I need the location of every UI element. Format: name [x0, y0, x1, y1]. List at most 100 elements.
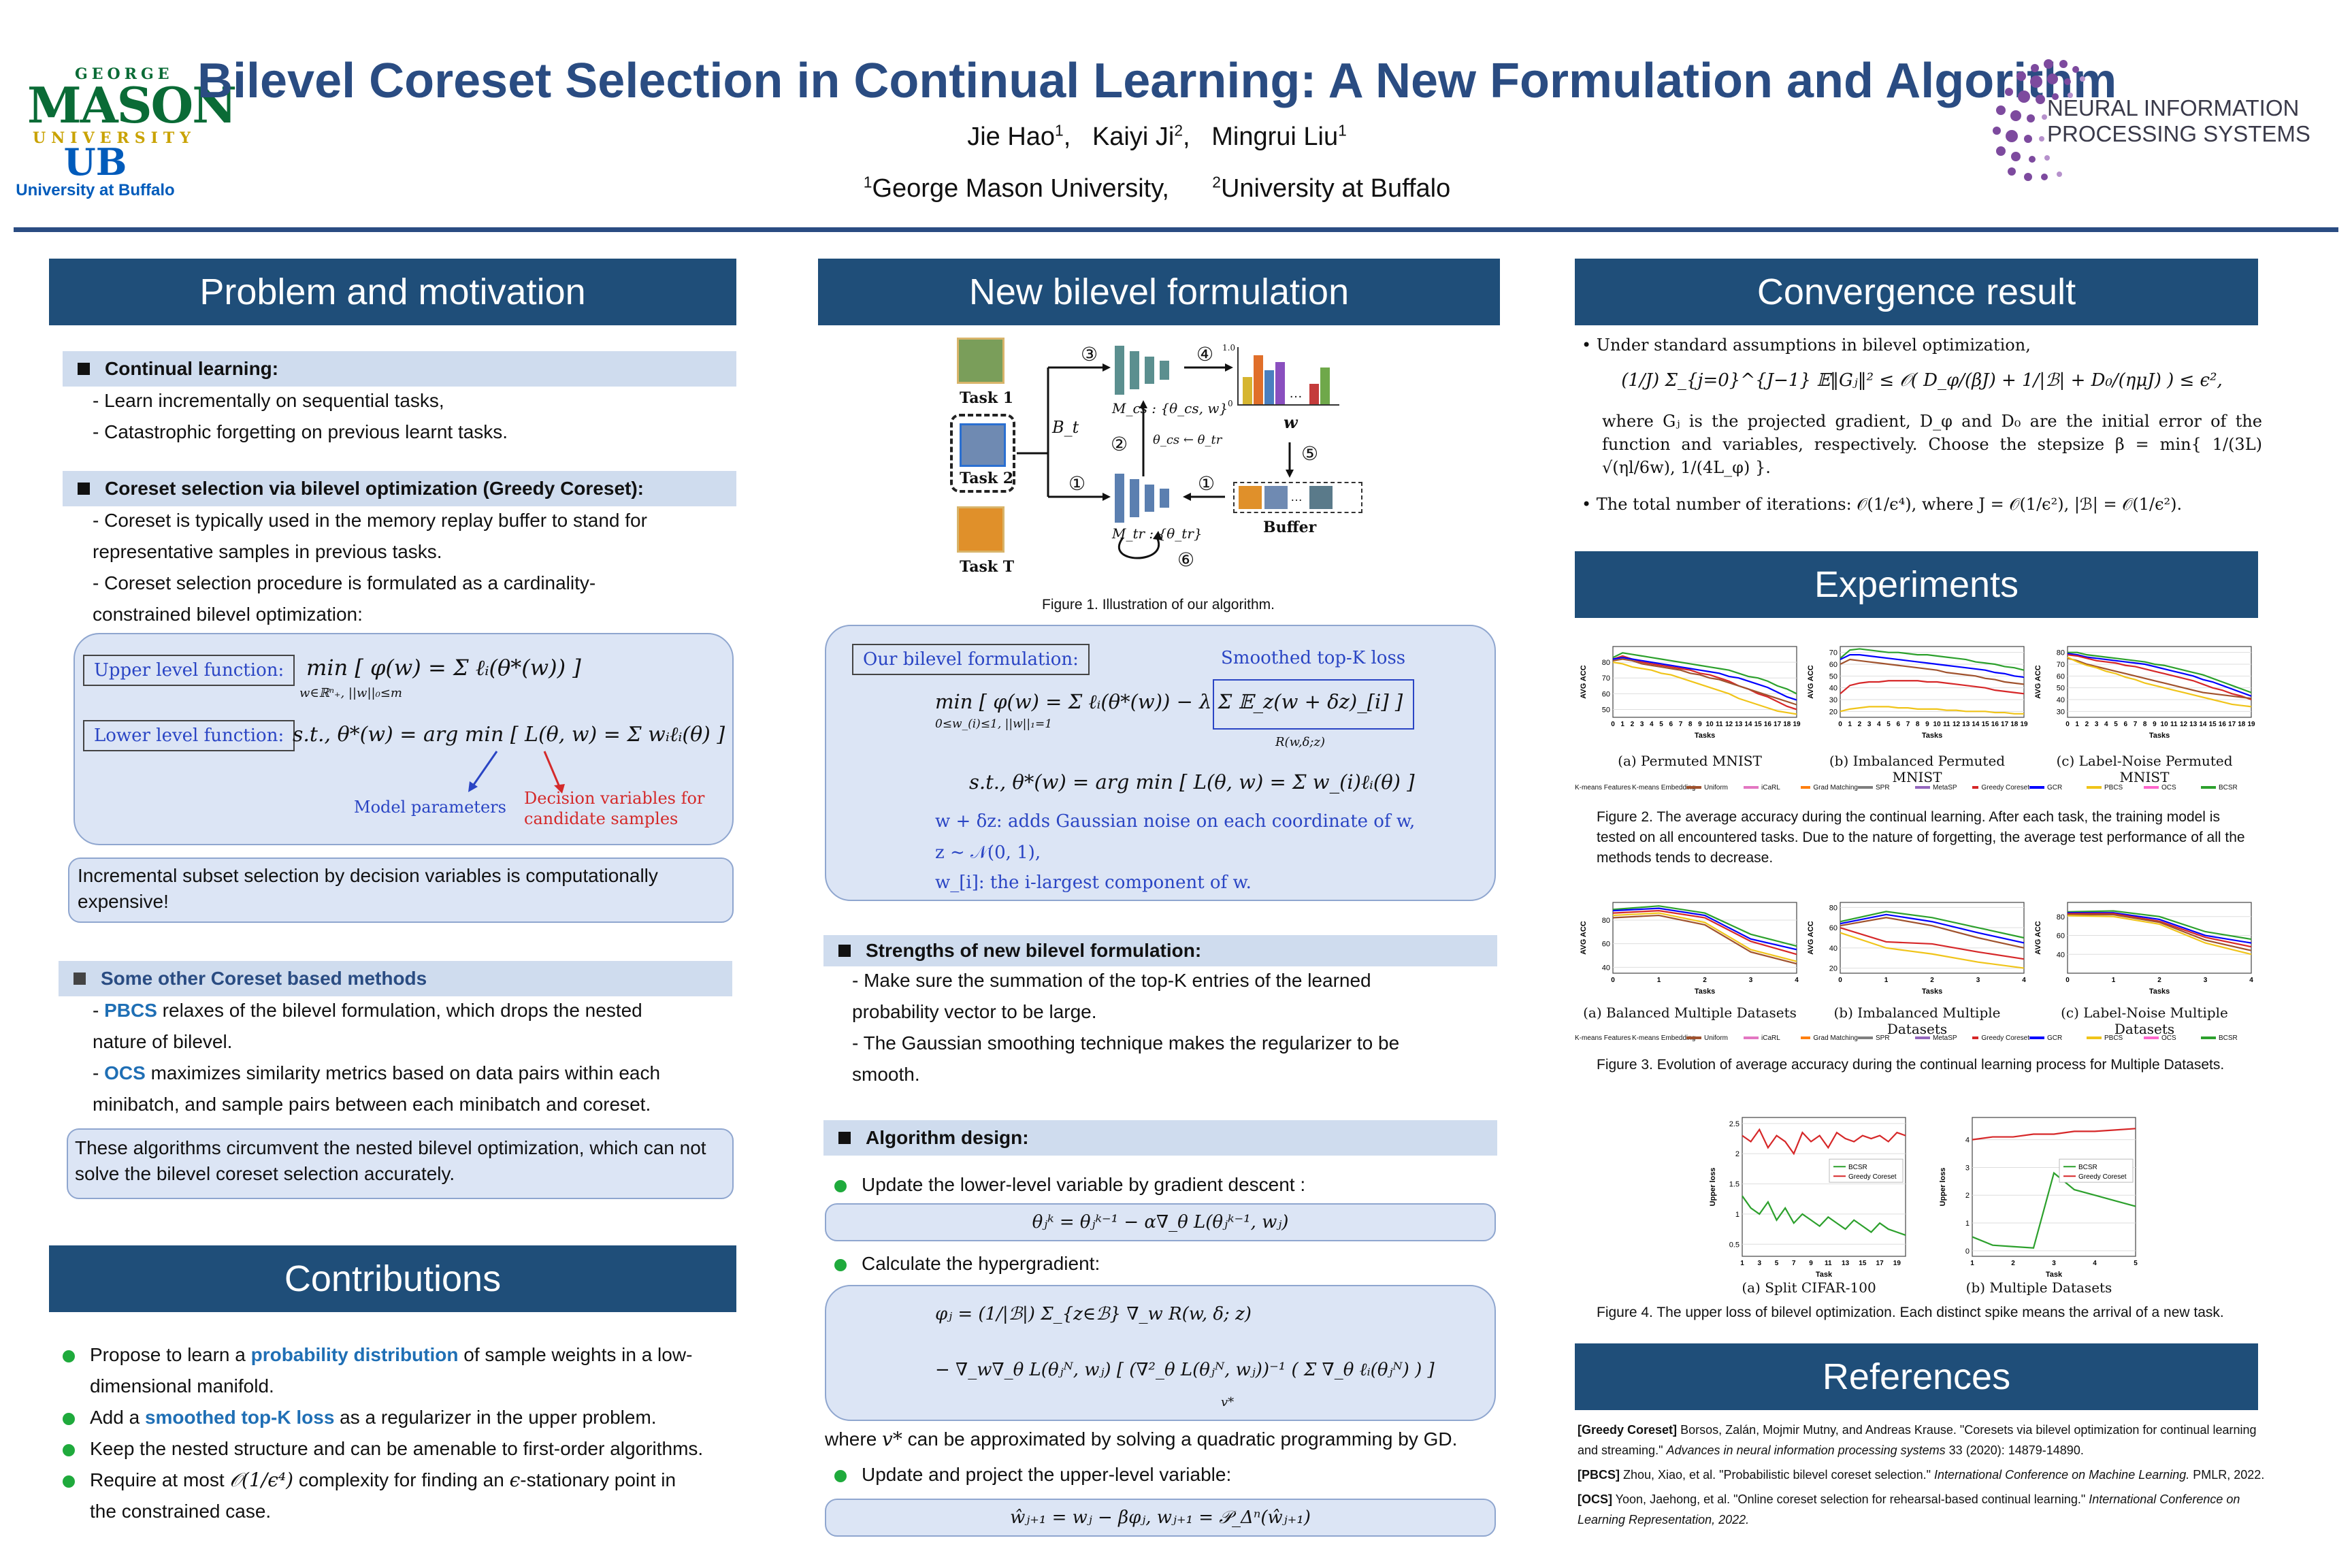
x-tick-label: 8 — [1688, 721, 1693, 728]
lower-level-label: Lower level function: — [83, 720, 295, 751]
legend-label: PBCS — [2104, 1034, 2123, 1042]
highlight-text: smoothed top-K loss — [145, 1407, 334, 1428]
text-run: -stationary point in — [520, 1469, 676, 1490]
algo-eq-1-box: θⱼᵏ = θⱼᵏ⁻¹ − α∇_θ L(θⱼᵏ⁻¹, wⱼ) — [825, 1203, 1496, 1241]
x-axis-label: Tasks — [1922, 987, 1942, 996]
x-tick-label: 11 — [1716, 721, 1723, 728]
section-header-convergence: Convergence result — [1575, 259, 2258, 325]
bullet-dot-icon — [63, 1413, 75, 1425]
y-tick-label: 50 — [1829, 672, 1838, 681]
ub-logo-name: University at Buffalo — [7, 181, 184, 200]
x-tick-label: 3 — [2204, 977, 2208, 984]
note-noise: w + δz: adds Gaussian noise on each coor… — [935, 811, 1415, 832]
step-2: ② — [1111, 433, 1128, 455]
affiliation-list: 1George Mason University, 2University at… — [681, 174, 1633, 203]
x-tick-label: 1 — [1884, 977, 1889, 984]
legend-swatch — [2029, 1036, 2044, 1039]
step-4: ④ — [1196, 343, 1213, 365]
figure-1-diagram: Task 1 Task 2 Task T B_t ③ ④ ② ① ① ⑤ ⑥ M… — [919, 333, 1395, 578]
figure-2-caption: Figure 2. The average accuracy during th… — [1597, 807, 2250, 868]
text-line: - Make sure the summation of the top-K e… — [852, 965, 1499, 996]
legend-item: K-means Embedding — [1629, 1034, 1686, 1042]
x-tick-label: 15 — [1982, 721, 1990, 728]
affiliation: University at Buffalo — [1221, 174, 1450, 203]
legend-item: Uniform — [1686, 1034, 1744, 1042]
x-tick-label: 2 — [1858, 721, 1862, 728]
contributions-list: Propose to learn a probability distribut… — [63, 1339, 743, 1527]
legend-label: BCSR — [1848, 1164, 1867, 1171]
convergence-text: • Under standard assumptions in bilevel … — [1582, 333, 2262, 516]
ref-tag: [Greedy Coreset] — [1578, 1423, 1677, 1437]
x-tick-label: 9 — [1925, 721, 1929, 728]
step-text: Update the lower-level variable by gradi… — [862, 1174, 1305, 1195]
text-run: Propose to learn a — [90, 1344, 251, 1365]
ub-logo: UB University at Buffalo — [7, 143, 184, 200]
legend-item: OCS — [2144, 1034, 2201, 1042]
text-run: The total number of iterations: 𝒪(1/ϵ⁴),… — [1597, 495, 2182, 514]
text-run: as a regularizer in the upper problem. — [334, 1407, 656, 1428]
section-header-problem: Problem and motivation — [49, 259, 736, 325]
x-tick-label: 1 — [1740, 1260, 1744, 1267]
x-tick-label: 4 — [2104, 721, 2108, 728]
legend-item: BCSR — [2201, 1034, 2258, 1042]
x-tick-label: 7 — [1792, 1260, 1796, 1267]
x-tick-label: 17 — [2001, 721, 2009, 728]
neurips-logo: NEURAL INFORMATION PROCESSING SYSTEMS — [1974, 54, 2328, 191]
mtr-label: M_tr : {θ_tr} — [1112, 525, 1203, 542]
y-axis-label: AVG ACC — [1580, 921, 1588, 955]
x-tick-label: 16 — [2219, 721, 2227, 728]
x-axis-label: Task — [2046, 1271, 2063, 1279]
reference-list: [Greedy Coreset] Borsos, Zalán, Mojmir M… — [1578, 1420, 2265, 1530]
subhead-other-methods: Some other Coreset based methods — [59, 961, 732, 996]
y-axis-label: Upper loss — [1709, 1168, 1717, 1207]
legend-label: Greedy Coreset — [1981, 784, 2029, 791]
y-tick-label: 60 — [1602, 690, 1610, 698]
ref-text: Yoon, Jaehong, et al. "Online coreset se… — [1612, 1492, 2089, 1506]
x-tick-label: 2 — [1631, 721, 1635, 728]
x-tick-label: 6 — [1896, 721, 1900, 728]
step-5: ⑤ — [1301, 442, 1318, 465]
bullet-dot-icon — [63, 1444, 75, 1456]
text-line: - Coreset is typically used in the memor… — [93, 505, 732, 536]
incremental-note: Incremental subset selection by decision… — [68, 858, 734, 923]
x-axis-label: Tasks — [1695, 987, 1715, 996]
x-tick-label: 11 — [1943, 721, 1950, 728]
bullet-dot-icon — [63, 1475, 75, 1488]
legend-swatch — [1686, 1036, 1701, 1039]
legend-swatch — [1744, 1036, 1759, 1039]
legend-label: OCS — [2161, 1034, 2176, 1042]
text-run: can be approximated by solving a quadrat… — [902, 1428, 1458, 1450]
affiliation: George Mason University, — [872, 174, 1169, 203]
ub-logo-mark: UB — [7, 143, 184, 181]
x-tick-label: 13 — [1962, 721, 1970, 728]
legend-item: Greedy Coreset — [1972, 1034, 2029, 1042]
author-name: Kaiyi Ji — [1092, 122, 1174, 151]
bullet-square-icon — [74, 973, 86, 985]
y-tick-label: 40 — [1602, 964, 1610, 972]
circumvent-note: These algorithms circumvent the nested b… — [67, 1128, 734, 1199]
legend-label: MetaSP — [1933, 784, 1957, 791]
legend-item: Uniform — [1686, 784, 1744, 791]
x-tick-label: 6 — [2123, 721, 2127, 728]
legend-item: BCSR — [2201, 784, 2258, 791]
y-tick-label: 1 — [1735, 1211, 1740, 1219]
x-tick-label: 13 — [1842, 1260, 1850, 1267]
y-tick-label: 60 — [1829, 924, 1838, 932]
x-tick-label: 7 — [1906, 721, 1910, 728]
hypergradient-box: φⱼ = (1/|ℬ|) Σ_{z∈ℬ} ∇_w R(w, δ; z) − ∇_… — [825, 1285, 1496, 1421]
algo-eq-1: θⱼᵏ = θⱼᵏ⁻¹ − α∇_θ L(θⱼᵏ⁻¹, wⱼ) — [1032, 1212, 1289, 1232]
upper-level-equation: min [ φ(w) = Σ ℓᵢ(θ*(w)) ] — [306, 655, 581, 681]
bars-top-tick: 1.0 — [1222, 343, 1235, 353]
mcs-label: M_cs : {θ_cs, w} — [1112, 400, 1228, 416]
list-item: Require at most 𝒪(1/ϵ⁴) complexity for f… — [63, 1465, 743, 1496]
text-line: constrained bilevel optimization: — [93, 599, 732, 630]
x-tick-label: 4 — [1795, 977, 1799, 984]
legend-swatch — [1801, 1036, 1810, 1039]
hypergradient-eq-2: − ∇_w∇_θ L(θⱼᴺ, wⱼ) [ (∇²_θ L(θⱼᴺ, wⱼ))⁻… — [935, 1360, 1435, 1380]
algo-step-1: Update the lower-level variable by gradi… — [834, 1169, 1501, 1200]
coreset-network-icon — [1115, 346, 1175, 395]
y-tick-label: 60 — [2057, 672, 2065, 681]
legend-label: SPR — [1876, 784, 1890, 791]
upper-level-label: Upper level function: — [83, 655, 295, 686]
algo-step-3: Update and project the upper-level varia… — [834, 1459, 1501, 1490]
